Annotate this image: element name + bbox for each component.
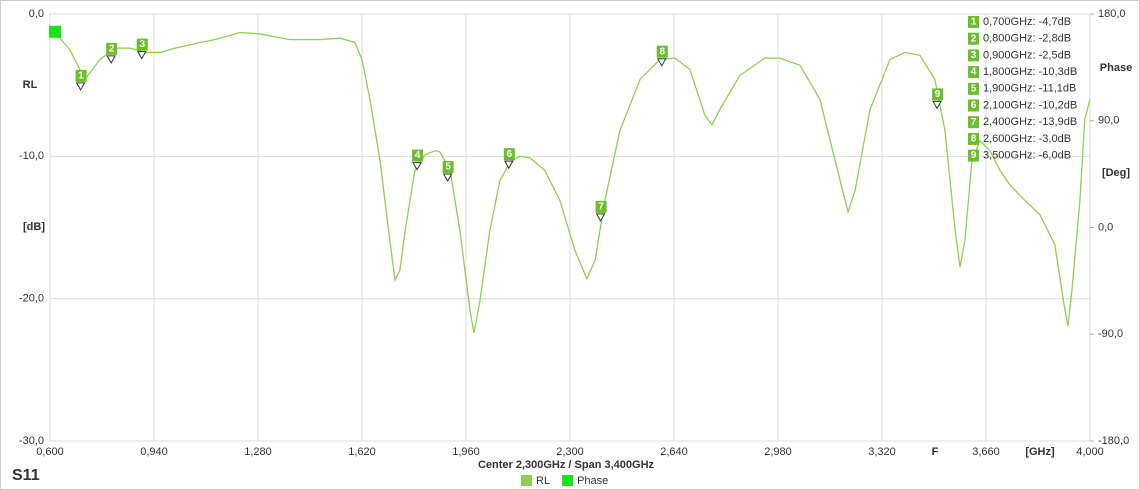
- marker-triangle: [503, 160, 514, 170]
- marker-id: 6: [507, 149, 513, 160]
- marker-legend-box: [968, 32, 979, 45]
- x-tick-label: 2,300: [556, 446, 584, 458]
- marker-legend-text: 2,100GHz: -10,2dB: [983, 99, 1077, 111]
- marker-triangle: [932, 100, 942, 110]
- marker-legend-id: 7: [971, 117, 977, 128]
- marker-triangle: [75, 82, 86, 91]
- x-tick-label: 4,000: [1076, 446, 1104, 458]
- marker-id: 3: [139, 39, 145, 50]
- marker-legend-box: [968, 16, 979, 28]
- marker-id: 2: [109, 43, 115, 54]
- marker-legend-box: [968, 66, 979, 79]
- legend-label: RL: [536, 475, 550, 487]
- marker-legend-id: 6: [971, 100, 977, 111]
- legend-swatch: [562, 475, 574, 486]
- legend-label: Phase: [577, 475, 608, 487]
- marker-triangle: [595, 213, 606, 222]
- marker-triangle: [106, 55, 117, 64]
- marker-flag: [75, 69, 87, 82]
- x-tick-label: 2,640: [660, 446, 688, 458]
- marker-flag: [932, 88, 944, 101]
- y2-tick-label: 180,0: [1098, 8, 1126, 20]
- marker-legend-id: 5: [971, 83, 977, 94]
- marker-triangle: [136, 51, 147, 60]
- marker-legend-box: [968, 149, 979, 162]
- marker-flag: [656, 45, 668, 58]
- y-label: RL: [23, 79, 38, 91]
- marker-flag: [595, 200, 607, 213]
- y2-label: Phase: [1100, 62, 1132, 74]
- x-tick-label: 2,980: [764, 446, 792, 458]
- marker-id: 1: [78, 71, 84, 82]
- x-tick-label: 1,960: [452, 446, 480, 458]
- y-tick-label: -10,0: [19, 150, 44, 162]
- marker-legend-box: [968, 99, 979, 112]
- x-tick-label: 1,280: [244, 446, 272, 458]
- subtitle: Center 2,300GHz / Span 3,400GHz: [478, 459, 655, 471]
- marker-id: 8: [659, 46, 665, 57]
- marker-flag: [106, 42, 118, 55]
- marker-legend-id: 1: [971, 17, 977, 28]
- marker-legend-box: [968, 132, 979, 145]
- y-unit: [dB]: [23, 221, 45, 233]
- rl-line: [54, 31, 1091, 333]
- marker-legend-box: [968, 49, 979, 62]
- y2-unit: [Deg]: [1102, 167, 1130, 179]
- marker-legend-id: 2: [971, 33, 977, 44]
- y-tick-label: 0,0: [29, 8, 44, 20]
- marker-flag: [412, 149, 424, 162]
- marker-legend-text: 2,600GHz: -3,0dB: [983, 133, 1071, 145]
- marker-legend-text: 2,400GHz: -13,9dB: [983, 116, 1077, 128]
- x-tick-label: 1,620: [348, 446, 376, 458]
- y2-tick-label: 90,0: [1098, 115, 1119, 127]
- marker-triangle: [656, 58, 667, 67]
- y2-tick-label: 0,0: [1098, 221, 1113, 233]
- marker-triangle: [412, 162, 422, 171]
- x-tick-label: 3,660: [972, 446, 1000, 458]
- x-annotation: F: [932, 446, 939, 458]
- marker-legend-box: [968, 82, 979, 95]
- x-tick-label: 0,940: [140, 446, 168, 458]
- marker-legend-id: 4: [971, 67, 977, 78]
- marker-legend-box: [968, 116, 979, 129]
- y2-tick-label: -180,0: [1098, 435, 1129, 447]
- x-tick-label: 0,600: [36, 446, 64, 458]
- marker-id: 9: [935, 89, 941, 100]
- marker-legend-text: 0,800GHz: -2,8dB: [983, 33, 1071, 45]
- marker-id: 5: [445, 162, 451, 173]
- y-tick-label: -20,0: [19, 293, 44, 305]
- marker-id: 7: [598, 201, 604, 212]
- marker-flag: [442, 160, 454, 173]
- marker-legend-text: 0,900GHz: -2,5dB: [983, 49, 1071, 61]
- y-tick-label: -30,0: [19, 435, 44, 447]
- marker-legend-text: 1,900GHz: -11,1dB: [983, 83, 1076, 95]
- marker-legend-id: 3: [971, 50, 977, 61]
- marker-legend-id: 9: [971, 150, 977, 161]
- marker-legend-text: 1,800GHz: -10,3dB: [983, 66, 1077, 78]
- marker-flag: [136, 38, 148, 51]
- y2-tick-label: -90,0: [1098, 328, 1123, 340]
- marker-legend-text: 0,700GHz: -4,7dB: [983, 16, 1071, 28]
- chart-title: S11: [12, 467, 40, 484]
- phase-point: [49, 25, 61, 38]
- x-unit: [GHz]: [1025, 446, 1055, 458]
- x-tick-label: 3,320: [868, 446, 896, 458]
- marker-flag: [503, 148, 515, 161]
- marker-legend-id: 8: [971, 134, 977, 145]
- legend-swatch: [521, 475, 532, 486]
- marker-id: 4: [415, 150, 421, 161]
- marker-legend-text: 3,500GHz: -6,0dB: [983, 150, 1071, 162]
- marker-triangle: [442, 173, 453, 182]
